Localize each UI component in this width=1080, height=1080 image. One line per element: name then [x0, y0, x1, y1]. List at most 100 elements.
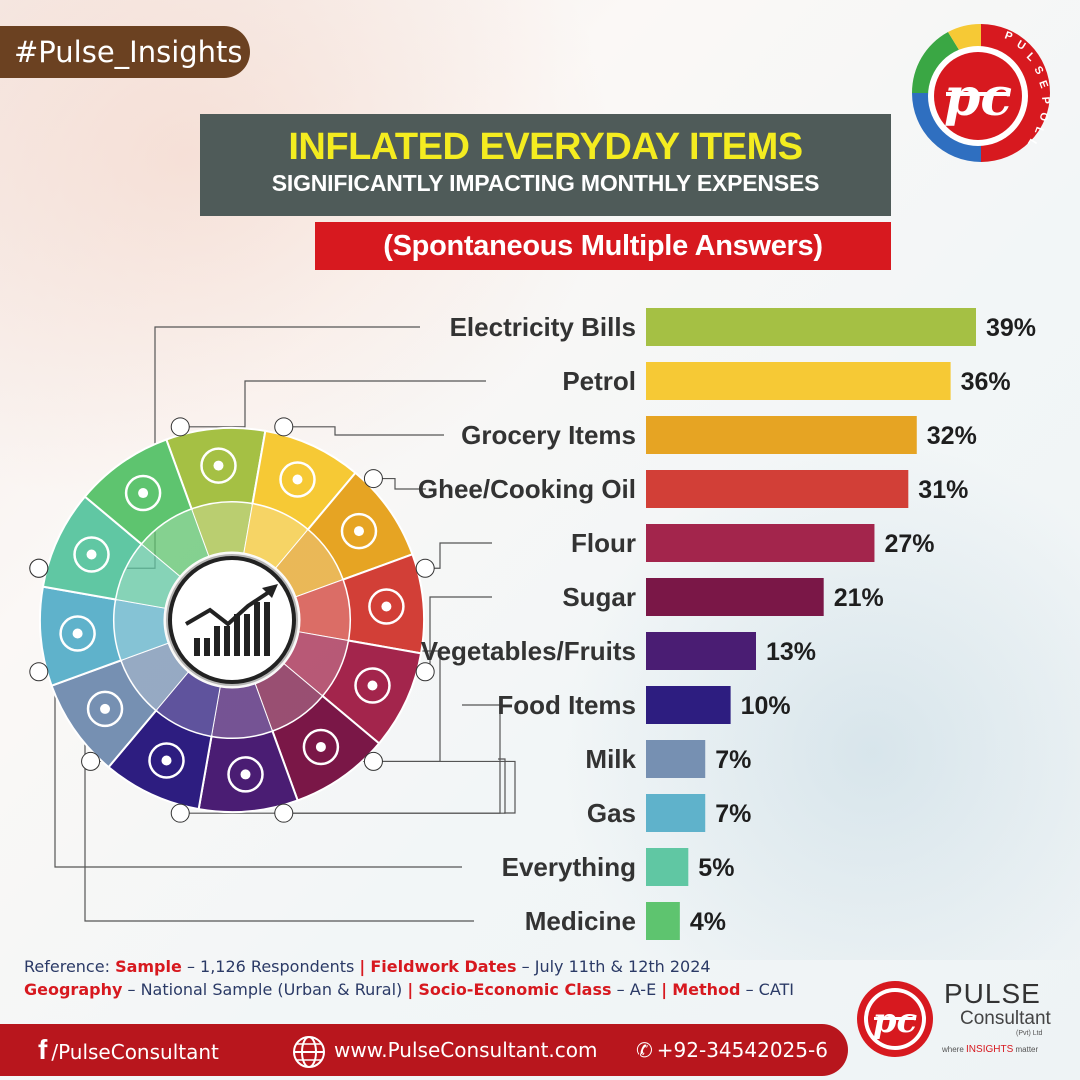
method-label: Method: [672, 980, 741, 999]
brand-tagline: where INSIGHTS matter: [942, 1044, 1038, 1055]
value-label: 32%: [927, 422, 977, 450]
value-label: 7%: [715, 800, 751, 828]
facebook-icon: f: [38, 1034, 48, 1065]
connector-dot: [363, 469, 383, 489]
gas-cylinder-icon: [59, 615, 96, 652]
connector-dot: [29, 558, 49, 578]
separator: |: [661, 980, 668, 999]
connector-line: [283, 426, 444, 436]
facebook-link[interactable]: f/PulseConsultant: [38, 1024, 219, 1076]
connector-dot: [170, 417, 190, 437]
value-label: 5%: [698, 854, 734, 882]
connector-dot: [170, 803, 190, 823]
category-label: Ghee/Cooking Oil: [418, 474, 636, 504]
connector-dot: [274, 417, 294, 437]
value-label: 13%: [766, 638, 816, 666]
bar: [646, 740, 706, 778]
brand-block: pc PULSE Consultant (Pvt) Ltd where INSI…: [856, 974, 1066, 1064]
geography-value: – National Sample (Urban & Rural): [127, 980, 403, 999]
category-label: Flour: [571, 528, 636, 558]
svg-text:P: P: [1039, 96, 1052, 104]
phone-link[interactable]: ✆ +92-34542025-6: [636, 1024, 828, 1076]
bar: [646, 362, 951, 400]
wheel-inner-segment: [140, 508, 210, 577]
connector-line: [373, 477, 426, 490]
class-label: Socio-Economic Class: [418, 980, 612, 999]
category-label: Electricity Bills: [450, 312, 636, 342]
category-label: Milk: [585, 744, 636, 774]
bar: [646, 578, 824, 616]
growth-chart-icon: [166, 554, 298, 686]
website-url: www.PulseConsultant.com: [334, 1038, 598, 1062]
fast-food-icon: [148, 742, 185, 779]
brand-pvt: (Pvt) Ltd: [1016, 1030, 1043, 1037]
sample-label: Sample: [115, 957, 182, 976]
connector-dot: [274, 803, 294, 823]
phone-number: +92-34542025-6: [656, 1038, 828, 1062]
fuel-pump-icon: [279, 461, 316, 498]
value-label: 4%: [690, 908, 726, 936]
value-label: 31%: [918, 476, 968, 504]
tagline-highlight: INSIGHTS: [966, 1044, 1014, 1055]
website-link[interactable]: www.PulseConsultant.com: [292, 1024, 597, 1076]
bar: [646, 848, 689, 886]
icon-wheel: [29, 417, 435, 823]
bar: [646, 686, 731, 724]
svg-text:pc: pc: [873, 1001, 918, 1041]
bar: [646, 308, 976, 346]
value-label: 7%: [715, 746, 751, 774]
hashtag-badge: #Pulse_Insights: [0, 26, 250, 78]
vegetables-icon: [227, 756, 264, 793]
bar: [646, 416, 917, 454]
bar: [646, 794, 706, 832]
category-label: Medicine: [525, 906, 636, 936]
pulsepoll-logo: pc P U L S E P O L L: [911, 23, 1052, 162]
category-label: Vegetables/Fruits: [421, 636, 636, 666]
svg-text:E: E: [1036, 79, 1050, 90]
phone-icon: ✆: [636, 1038, 653, 1062]
connector-line: [425, 542, 492, 569]
sugar-jar-icon: [302, 728, 340, 766]
value-label: 39%: [986, 314, 1036, 342]
svg-text:O: O: [1037, 112, 1050, 123]
network-icon: [73, 536, 110, 573]
answer-type-note: (Spontaneous Multiple Answers): [315, 222, 891, 270]
bar: [646, 902, 680, 940]
title-banner: INFLATED EVERYDAY ITEMS SIGNIFICANTLY IM…: [200, 114, 891, 216]
lightning-icon: [200, 447, 237, 484]
method-value: – CATI: [745, 980, 795, 999]
flour-sack-icon: [354, 667, 391, 704]
page-subtitle: SIGNIFICANTLY IMPACTING MONTHLY EXPENSES: [271, 170, 820, 196]
category-label: Everything: [502, 852, 636, 882]
brand-name: PULSE: [944, 978, 1041, 1009]
bar: [646, 632, 756, 670]
category-label: Food Items: [497, 690, 636, 720]
shopping-cart-icon: [340, 512, 378, 550]
brand-subname: Consultant: [960, 1008, 1051, 1029]
value-label: 21%: [834, 584, 884, 612]
oil-bottle-icon: [368, 588, 405, 625]
tagline-prefix: where: [942, 1045, 964, 1054]
geography-label: Geography: [24, 980, 123, 999]
bar: [646, 470, 909, 508]
bars: Electricity Bills 39% Petrol 36% Grocery Ite…: [418, 308, 1036, 940]
connector-dot: [363, 751, 383, 771]
category-label: Sugar: [562, 582, 636, 612]
logo-lettering: P: [1003, 30, 1014, 44]
connector-dot: [415, 558, 435, 578]
reference-notes: Reference: Sample – 1,126 Respondents | …: [24, 955, 794, 1001]
pulse-consultant-logo: pc: [857, 981, 933, 1057]
tagline-suffix: matter: [1015, 1045, 1039, 1054]
value-label: 10%: [741, 692, 791, 720]
sample-value: – 1,126 Respondents: [186, 957, 355, 976]
class-value: – A-E: [616, 980, 657, 999]
separator: |: [407, 980, 414, 999]
category-label: Gas: [587, 798, 636, 828]
connector-dot: [29, 662, 49, 682]
facebook-handle: /PulseConsultant: [51, 1040, 219, 1064]
page-title: INFLATED EVERYDAY ITEMS: [288, 126, 803, 168]
connector-line: [180, 758, 506, 814]
svg-text:pc: pc: [944, 67, 1012, 128]
globe-icon: [293, 1035, 325, 1068]
